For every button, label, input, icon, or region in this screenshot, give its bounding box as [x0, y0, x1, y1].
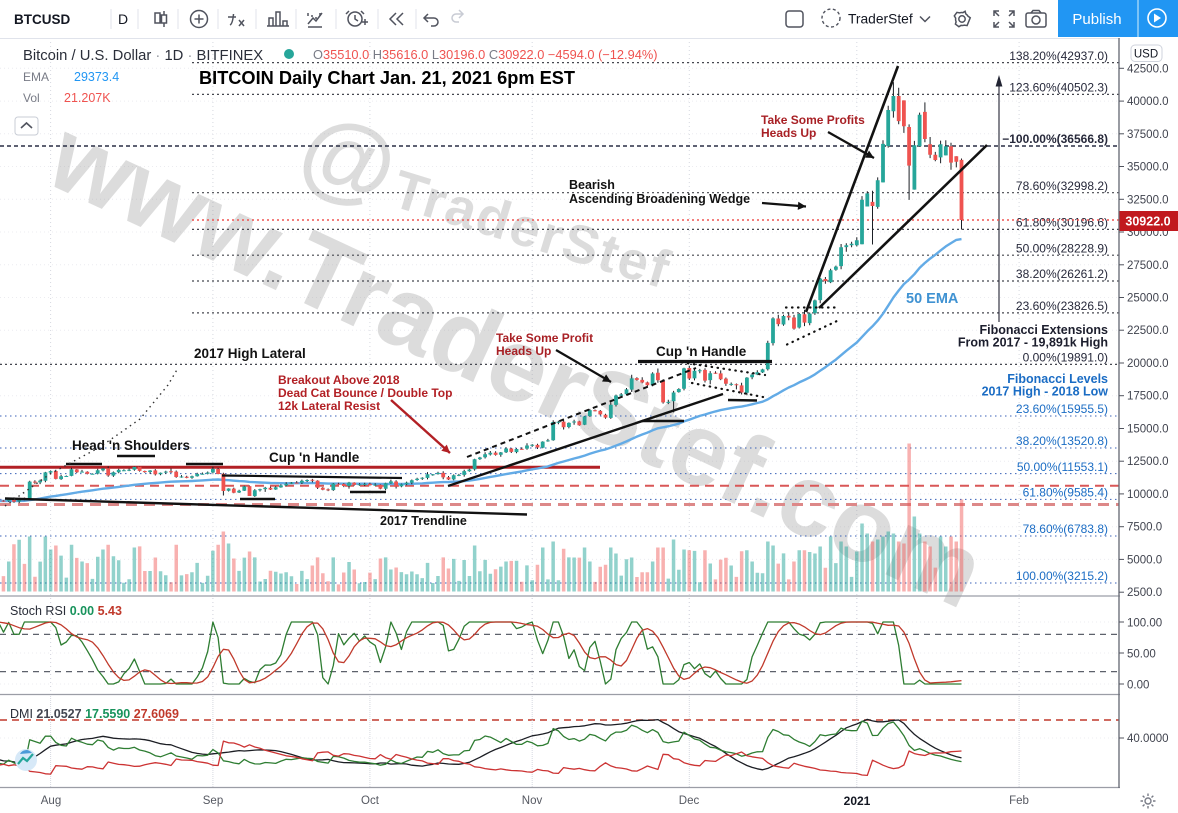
- svg-text:2500.0: 2500.0: [1127, 587, 1162, 599]
- svg-text:O35510.0 H35616.0 L30196.0 C30: O35510.0 H35616.0 L30196.0 C30922.0 −459…: [313, 47, 657, 62]
- svg-text:37500.0: 37500.0: [1127, 129, 1169, 141]
- svg-text:78.60%(6783.8): 78.60%(6783.8): [1023, 522, 1108, 536]
- svg-text:40000.0: 40000.0: [1127, 96, 1169, 108]
- svg-text:2017 High Lateral: 2017 High Lateral: [194, 346, 306, 361]
- svg-text:Cup 'n Handle: Cup 'n Handle: [269, 450, 360, 465]
- svg-text:12500.0: 12500.0: [1127, 456, 1169, 468]
- svg-text:100.00: 100.00: [1127, 618, 1162, 630]
- svg-text:−100.00%(36566.8): −100.00%(36566.8): [1002, 132, 1108, 146]
- svg-text:2017 Trendline: 2017 Trendline: [380, 514, 467, 528]
- svg-text:Oct: Oct: [361, 795, 380, 807]
- svg-text:50 EMA: 50 EMA: [906, 291, 959, 307]
- svg-text:EMA: EMA: [23, 70, 49, 84]
- svg-text:Fibonacci Extensions: Fibonacci Extensions: [979, 323, 1108, 337]
- svg-text:0.00%(19891.0): 0.00%(19891.0): [1023, 351, 1108, 365]
- svg-text:20000.0: 20000.0: [1127, 358, 1169, 370]
- svg-text:Dec: Dec: [679, 795, 700, 807]
- svg-text:138.20%(42937.0): 138.20%(42937.0): [1009, 49, 1108, 63]
- svg-text:21.207K: 21.207K: [64, 91, 111, 105]
- svg-text:38.20%(26261.2): 38.20%(26261.2): [1016, 267, 1108, 281]
- svg-text:25000.0: 25000.0: [1127, 293, 1169, 305]
- svg-text:50.00: 50.00: [1127, 649, 1156, 661]
- svg-text:Stoch RSI 0.00 5.43: Stoch RSI 0.00 5.43: [10, 604, 122, 618]
- svg-text:40.0000: 40.0000: [1127, 733, 1169, 745]
- svg-text:2021: 2021: [844, 794, 871, 808]
- svg-text:Sep: Sep: [203, 795, 223, 807]
- svg-text:DMI 21.0527 17.5590 27.6069: DMI 21.0527 17.5590 27.6069: [10, 707, 179, 721]
- svg-text:Fibonacci Levels: Fibonacci Levels: [1007, 372, 1108, 386]
- svg-text:Cup 'n Handle: Cup 'n Handle: [656, 344, 747, 359]
- svg-text:38.20%(13520.8): 38.20%(13520.8): [1016, 434, 1108, 448]
- svg-text:61.80%(9585.4): 61.80%(9585.4): [1023, 486, 1108, 500]
- svg-text:Nov: Nov: [522, 795, 543, 807]
- svg-text:23.60%(23826.5): 23.60%(23826.5): [1016, 299, 1108, 313]
- svg-text:78.60%(32998.2): 78.60%(32998.2): [1016, 179, 1108, 193]
- svg-text:50.00%(11553.1): 50.00%(11553.1): [1017, 460, 1108, 474]
- svg-text:Breakout Above 2018: Breakout Above 2018: [278, 373, 400, 387]
- svg-text:12k Lateral Resist: 12k Lateral Resist: [278, 399, 380, 413]
- svg-text:Aug: Aug: [41, 795, 61, 807]
- svg-text:USD: USD: [1134, 49, 1158, 61]
- svg-text:7500.0: 7500.0: [1127, 522, 1162, 534]
- svg-text:27500.0: 27500.0: [1127, 260, 1169, 272]
- svg-text:Publish: Publish: [1072, 11, 1121, 28]
- svg-text:100.00%(3215.2): 100.00%(3215.2): [1016, 569, 1108, 583]
- svg-text:TraderStef: TraderStef: [848, 12, 913, 27]
- svg-text:From 2017 - 19,891k High: From 2017 - 19,891k High: [958, 336, 1108, 350]
- svg-text:5000.0: 5000.0: [1127, 554, 1162, 566]
- svg-text:Take Some Profits: Take Some Profits: [761, 113, 865, 127]
- svg-text:Heads Up: Heads Up: [761, 126, 816, 140]
- svg-text:Head 'n Shoulders: Head 'n Shoulders: [72, 438, 190, 453]
- svg-text:23.60%(15955.5): 23.60%(15955.5): [1016, 402, 1108, 416]
- svg-text:Bitcoin / U.S. Dollar · 1D · B: Bitcoin / U.S. Dollar · 1D · BITFINEX: [23, 48, 263, 64]
- svg-text:30922.0: 30922.0: [1125, 215, 1170, 229]
- svg-text:Bearish: Bearish: [569, 178, 615, 192]
- svg-text:D: D: [118, 11, 128, 27]
- svg-text:Heads Up: Heads Up: [496, 344, 551, 358]
- svg-text:BTCUSD: BTCUSD: [14, 12, 70, 27]
- svg-text:29373.4: 29373.4: [74, 70, 119, 84]
- svg-text:Vol: Vol: [23, 91, 40, 105]
- svg-text:Dead Cat Bounce / Double Top: Dead Cat Bounce / Double Top: [278, 386, 452, 400]
- svg-text:61.80%(30196.6): 61.80%(30196.6): [1016, 216, 1108, 230]
- svg-text:50.00%(28228.9): 50.00%(28228.9): [1016, 241, 1108, 255]
- svg-text:Feb: Feb: [1009, 795, 1029, 807]
- svg-text:15000.0: 15000.0: [1127, 424, 1169, 436]
- svg-text:0.00: 0.00: [1127, 680, 1149, 692]
- svg-text:Ascending Broadening Wedge: Ascending Broadening Wedge: [569, 192, 750, 206]
- svg-text:123.60%(40502.3): 123.60%(40502.3): [1009, 81, 1108, 95]
- svg-text:22500.0: 22500.0: [1127, 325, 1169, 337]
- svg-text:10000.0: 10000.0: [1127, 489, 1169, 501]
- svg-text:42500.0: 42500.0: [1127, 63, 1169, 75]
- svg-text:BITCOIN Daily Chart Jan. 21, 2: BITCOIN Daily Chart Jan. 21, 2021 6pm ES…: [199, 68, 575, 88]
- svg-text:32500.0: 32500.0: [1127, 194, 1169, 206]
- svg-text:2017 High - 2018 Low: 2017 High - 2018 Low: [982, 385, 1109, 399]
- svg-text:Take Some Profit: Take Some Profit: [496, 331, 593, 345]
- svg-text:17500.0: 17500.0: [1127, 391, 1169, 403]
- svg-text:35000.0: 35000.0: [1127, 162, 1169, 174]
